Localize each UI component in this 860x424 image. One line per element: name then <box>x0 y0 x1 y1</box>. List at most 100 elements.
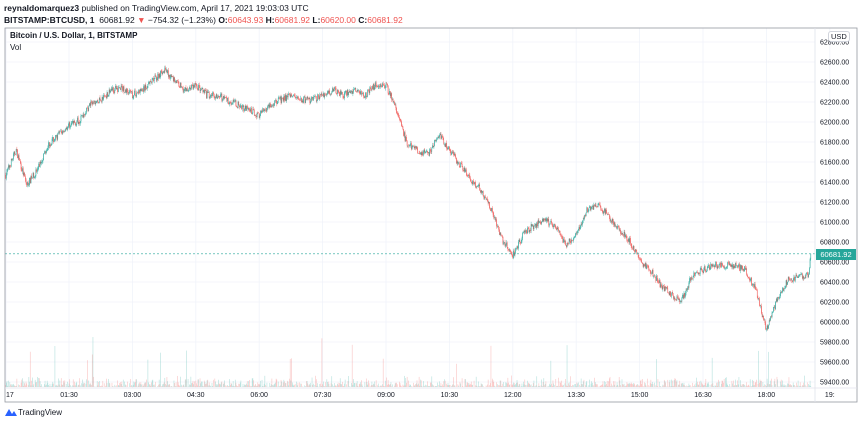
price-axis[interactable]: 62800.0062600.0062400.0062200.0062000.00… <box>820 40 849 387</box>
volume-bar <box>458 385 459 387</box>
volume-bar <box>153 384 155 387</box>
candle-body <box>317 94 318 101</box>
volume-bar <box>165 385 167 387</box>
candle-body <box>599 203 600 205</box>
candle-body <box>134 90 135 96</box>
volume-bar <box>508 384 510 387</box>
candle-body <box>539 221 540 223</box>
time-axis[interactable]: 17 01:30 03:00 04:30 06:00 07:30 09:00 10:30 12:… <box>6 392 835 399</box>
volume-bar <box>492 380 494 387</box>
candle-body <box>521 238 523 242</box>
volume-bar <box>19 384 20 387</box>
candle-body <box>686 289 688 291</box>
candle-body <box>400 120 402 122</box>
candle-body <box>382 83 384 86</box>
candle-body <box>154 75 156 79</box>
volume-bar <box>373 383 374 387</box>
price-tick-label: 62600.00 <box>820 60 849 67</box>
volume-bar <box>224 380 225 387</box>
candle-body <box>541 221 542 224</box>
candle-body <box>513 250 515 256</box>
volume-bar <box>26 383 28 387</box>
candle-body <box>458 162 459 164</box>
candle-body <box>730 263 731 267</box>
candle-body <box>568 238 570 245</box>
volume-bar <box>130 386 132 387</box>
candle-body <box>706 270 707 273</box>
candle-body <box>230 102 232 105</box>
author-name[interactable]: reynaldomarquez3 <box>4 3 80 13</box>
candle-body <box>475 186 477 188</box>
candle-body <box>306 96 308 100</box>
candle-body <box>809 268 810 275</box>
candle-body <box>610 220 612 222</box>
volume-bar <box>520 386 522 387</box>
candle-body <box>101 97 103 102</box>
volume-bar <box>337 384 338 387</box>
candle-body <box>562 237 564 243</box>
candle-body <box>71 122 73 124</box>
volume-bar <box>384 386 385 387</box>
volume-bar <box>635 386 636 387</box>
candle-body <box>461 162 462 164</box>
volume-bar <box>75 385 76 387</box>
candle-body <box>275 100 276 101</box>
candle-body <box>494 216 496 220</box>
candle-body <box>314 95 316 97</box>
volume-bar <box>804 375 805 387</box>
candle-body <box>272 105 274 106</box>
candle-body <box>727 262 728 267</box>
volume-bar <box>289 378 290 387</box>
candle-body <box>254 115 256 116</box>
candle-body <box>525 230 526 233</box>
candle-body <box>508 249 510 251</box>
volume-bar <box>797 380 799 387</box>
candle-body <box>178 82 180 87</box>
candle-body <box>330 93 331 95</box>
candle-body <box>780 292 781 297</box>
volume-bar <box>356 381 358 387</box>
volume-bar <box>778 386 780 387</box>
volume-bar <box>526 384 528 387</box>
candle-body <box>796 274 797 277</box>
volume-bar <box>499 380 501 387</box>
volume-bar <box>780 379 782 387</box>
candle-body <box>333 89 335 92</box>
candle-body <box>468 175 470 176</box>
candle-body <box>27 182 29 186</box>
candle-body <box>619 229 621 231</box>
candle-body <box>291 94 292 97</box>
candle-body <box>63 130 64 132</box>
candle-body <box>74 120 75 123</box>
volume-bar <box>415 384 416 387</box>
candle-body <box>199 84 200 88</box>
tradingview-logo[interactable]: TradingView <box>4 407 62 417</box>
candle-body <box>90 101 92 106</box>
candle-body <box>489 202 490 209</box>
candle-body <box>532 224 533 227</box>
volume-bar <box>375 386 376 387</box>
candle-body <box>292 95 294 97</box>
candle-body <box>795 274 797 278</box>
candle-body <box>388 93 390 95</box>
time-tick-label: 18:00 <box>758 392 776 399</box>
volume-bar <box>501 385 502 387</box>
volume-bar <box>330 386 331 387</box>
candle-body <box>136 92 137 97</box>
volume-bar <box>292 382 293 387</box>
volume-bar <box>23 381 25 387</box>
volume-bar <box>738 377 740 387</box>
currency-badge[interactable]: USD <box>828 31 850 42</box>
candle-body <box>453 151 454 156</box>
volume-bar <box>594 382 596 387</box>
candle-body <box>234 100 236 101</box>
volume-bar <box>551 383 552 387</box>
volume-bar <box>346 384 347 387</box>
candle-body <box>761 313 763 318</box>
volume-bar <box>387 380 389 387</box>
candle-body <box>561 235 562 237</box>
volume-bar <box>599 385 601 387</box>
candle-body <box>520 241 522 244</box>
candle-body <box>411 143 412 150</box>
